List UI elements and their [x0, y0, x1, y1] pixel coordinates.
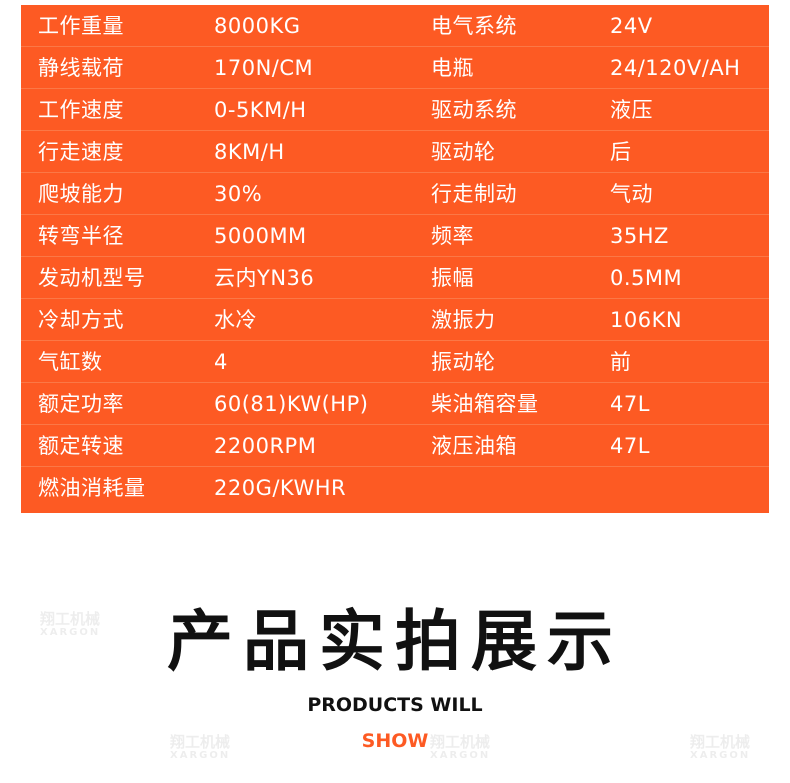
spec-value: 0.5MM [610, 266, 683, 290]
spec-label: 电瓶 [431, 56, 474, 80]
spec-value: 4 [214, 350, 228, 374]
spec-value: 35HZ [610, 224, 669, 248]
spec-value: 60(81)KW(HP) [214, 392, 369, 416]
spec-label: 工作速度 [38, 98, 124, 122]
spec-value: 220G/KWHR [214, 476, 347, 500]
spec-label: 电气系统 [431, 14, 517, 38]
spec-value: 24/120V/AH [610, 56, 741, 80]
spec-label: 行走制动 [431, 182, 517, 206]
spec-row: 燃油消耗量 220G/KWHR [21, 467, 769, 509]
spec-value: 24V [610, 14, 653, 38]
spec-label: 转弯半径 [38, 224, 124, 248]
spec-label: 发动机型号 [38, 266, 146, 290]
spec-value: 液压 [610, 98, 653, 122]
spec-label: 额定功率 [38, 392, 124, 416]
spec-label: 驱动轮 [431, 140, 496, 164]
spec-row: 转弯半径 5000MM 频率 35HZ [21, 215, 769, 257]
spec-row: 静线载荷 170N/CM 电瓶 24/120V/AH [21, 47, 769, 89]
spec-row: 额定转速 2200RPM 液压油箱 47L [21, 425, 769, 467]
spec-value: 170N/CM [214, 56, 314, 80]
spec-table: 工作重量 8000KG 电气系统 24V 静线载荷 170N/CM 电瓶 24/120V/AH… [21, 5, 769, 513]
spec-value: 47L [610, 392, 650, 416]
spec-row: 工作速度 0-5KM/H 驱动系统 液压 [21, 89, 769, 131]
spec-value: 前 [610, 350, 632, 374]
spec-label: 额定转速 [38, 434, 124, 458]
section-title: 产品实拍展示 [167, 603, 623, 680]
spec-row: 爬坡能力 30% 行走制动 气动 [21, 173, 769, 215]
spec-value: 5000MM [214, 224, 307, 248]
spec-label: 工作重量 [38, 14, 124, 38]
spec-value: 8000KG [214, 14, 301, 38]
spec-row: 工作重量 8000KG 电气系统 24V [21, 5, 769, 47]
spec-label: 静线载荷 [38, 56, 124, 80]
spec-value: 47L [610, 434, 650, 458]
spec-value: 云内YN36 [214, 266, 315, 290]
spec-value: 106KN [610, 308, 683, 332]
spec-value: 0-5KM/H [214, 98, 307, 122]
spec-row: 气缸数 4 振动轮 前 [21, 341, 769, 383]
section-subtitle: PRODUCTS WILL [307, 694, 483, 716]
spec-value: 8KM/H [214, 140, 285, 164]
spec-label: 柴油箱容量 [431, 392, 539, 416]
spec-label: 爬坡能力 [38, 182, 124, 206]
spec-value: 水冷 [214, 308, 257, 332]
spec-value: 30% [214, 182, 263, 206]
section-subtitle-accent: SHOW [361, 730, 429, 752]
spec-row: 冷却方式 水冷 激振力 106KN [21, 299, 769, 341]
spec-value: 气动 [610, 182, 653, 206]
spec-label: 冷却方式 [38, 308, 124, 332]
spec-value: 2200RPM [214, 434, 317, 458]
spec-label: 频率 [431, 224, 474, 248]
spec-value: 后 [610, 140, 632, 164]
spec-row: 额定功率 60(81)KW(HP) 柴油箱容量 47L [21, 383, 769, 425]
spec-label: 气缸数 [38, 350, 103, 374]
spec-label: 驱动系统 [431, 98, 517, 122]
spec-row: 发动机型号 云内YN36 振幅 0.5MM [21, 257, 769, 299]
spec-label: 振幅 [431, 266, 474, 290]
spec-label: 燃油消耗量 [38, 476, 146, 500]
spec-label: 激振力 [431, 308, 496, 332]
spec-label: 振动轮 [431, 350, 496, 374]
spec-label: 行走速度 [38, 140, 124, 164]
spec-row: 行走速度 8KM/H 驱动轮 后 [21, 131, 769, 173]
spec-label: 液压油箱 [431, 434, 517, 458]
